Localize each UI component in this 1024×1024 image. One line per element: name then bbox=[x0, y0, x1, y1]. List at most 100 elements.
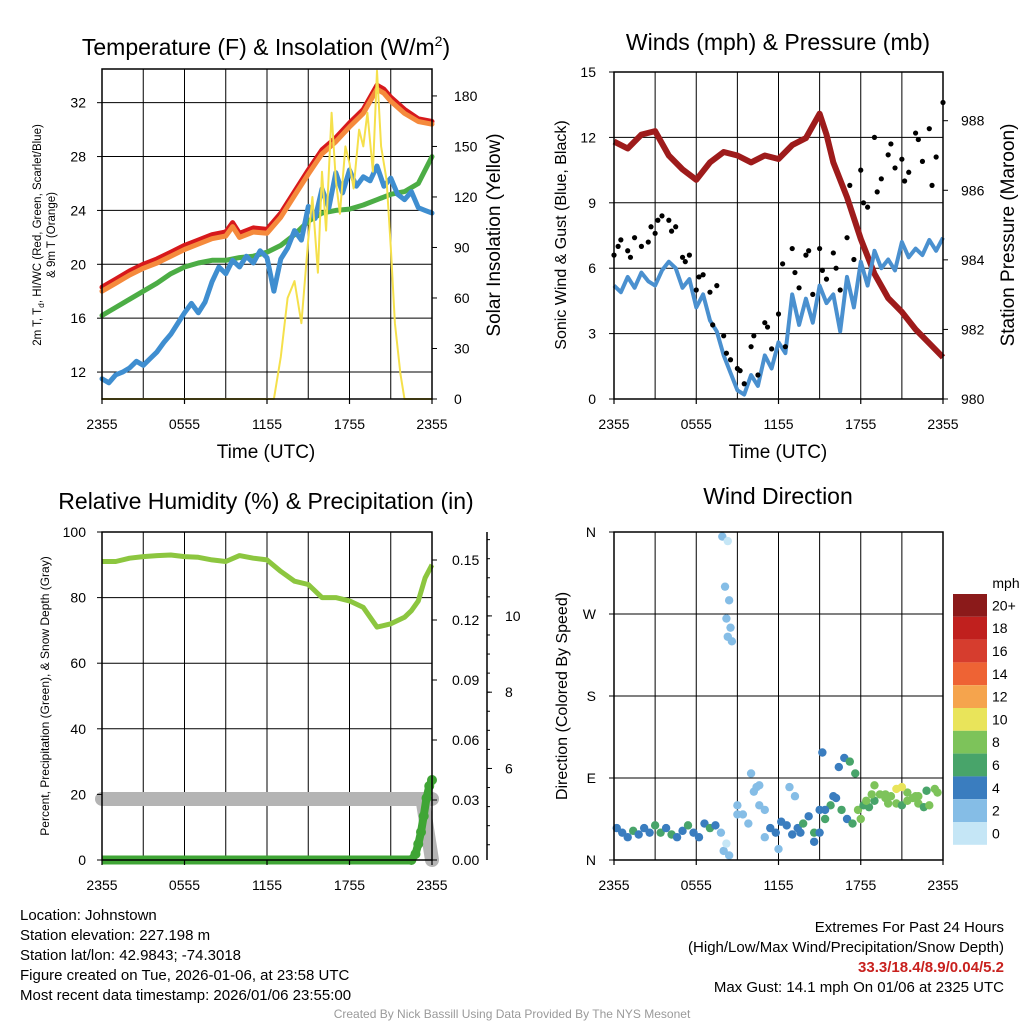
y2-tick-label: 0.15 bbox=[452, 552, 479, 568]
wind-direction-point bbox=[903, 788, 912, 797]
wind-direction-point bbox=[897, 782, 907, 792]
humidity-ylabel: Percent, Precipitation (Green), & Snow D… bbox=[38, 556, 52, 835]
y-tick-label: W bbox=[583, 606, 597, 622]
y-tick-label: 9 bbox=[588, 195, 596, 211]
y2-tick-label: 0.03 bbox=[452, 792, 479, 808]
wind-direction-point bbox=[724, 851, 734, 860]
legend-label: 16 bbox=[992, 643, 1008, 659]
wind-direction-point bbox=[678, 826, 687, 836]
gust-point bbox=[751, 333, 757, 339]
gust-point bbox=[710, 322, 716, 328]
wind-direction-point bbox=[815, 828, 824, 837]
y-tick-label: 100 bbox=[63, 524, 87, 540]
wind-direction-point bbox=[774, 844, 783, 854]
wind-direction-point bbox=[733, 801, 742, 810]
wind-direction-point bbox=[683, 821, 693, 830]
gust-point bbox=[899, 156, 905, 162]
y-tick-label: 3 bbox=[588, 326, 596, 342]
y3-tick-label: 10 bbox=[505, 608, 521, 624]
gust-point bbox=[858, 167, 864, 173]
gust-point bbox=[865, 204, 871, 210]
gust-point bbox=[833, 265, 839, 271]
extremes-info: Extremes For Past 24 Hours (High/Low/Max… bbox=[688, 918, 1004, 998]
extremes-desc: (High/Low/Max Wind/Precipitation/Snow De… bbox=[688, 939, 1004, 956]
gust-point bbox=[929, 182, 935, 188]
gust-point bbox=[686, 252, 692, 258]
y-tick-label: N bbox=[586, 524, 596, 540]
wind-direction-point bbox=[881, 790, 890, 799]
gust-point bbox=[714, 283, 720, 289]
gust-point bbox=[851, 256, 857, 263]
wind-direction-point bbox=[837, 805, 846, 815]
wind-direction-point bbox=[870, 796, 879, 805]
wind-direction-point bbox=[782, 821, 791, 830]
max-gust-text: Max Gust: 14.1 mph On 01/06 at 2325 UTC bbox=[713, 979, 1004, 996]
gust-point bbox=[625, 248, 631, 254]
temperature-title: Temperature (F) & Insolation (W/m2) bbox=[82, 33, 450, 60]
gust-point bbox=[618, 237, 624, 243]
y2-tick-label: 120 bbox=[454, 189, 478, 205]
wind-direction-point bbox=[771, 828, 780, 837]
wind-direction-point bbox=[809, 837, 819, 846]
legend-swatch bbox=[953, 708, 987, 731]
x-tick-label: 0555 bbox=[681, 416, 712, 432]
wind-direction-point bbox=[634, 830, 643, 839]
legend-swatch bbox=[953, 776, 987, 800]
gust-point bbox=[741, 381, 747, 387]
y2-tick-label: 0.00 bbox=[452, 852, 479, 868]
gust-point bbox=[775, 311, 782, 317]
wind-direction-point bbox=[883, 799, 893, 808]
gust-point bbox=[693, 287, 699, 293]
legend-label: 8 bbox=[992, 734, 1000, 750]
y-tick-label: 32 bbox=[70, 95, 86, 111]
wind-direction-point bbox=[723, 632, 732, 641]
wind-direction-point bbox=[925, 801, 934, 810]
gust-point bbox=[652, 230, 658, 236]
y-tick-label: 12 bbox=[580, 129, 596, 145]
wind-direction-point bbox=[818, 748, 827, 757]
recent-text: Most recent data timestamp: 2026/01/06 2… bbox=[20, 987, 352, 1004]
x-tick-label: 2355 bbox=[86, 877, 117, 893]
wind-direction-point bbox=[733, 810, 742, 819]
gust-point bbox=[823, 276, 830, 282]
legend-label: 10 bbox=[992, 711, 1008, 727]
gust-point bbox=[627, 254, 634, 260]
wind-direction-point bbox=[722, 614, 731, 623]
y-tick-label: 24 bbox=[70, 202, 86, 218]
wind-direction-point bbox=[867, 790, 876, 799]
y-tick-label: 20 bbox=[70, 786, 86, 802]
latlon-text: Station lat/lon: 42.9843; -74.3018 bbox=[20, 947, 242, 964]
winds-panel: Winds (mph) & Pressure (mb) 2355 0555 1155… bbox=[553, 29, 1019, 463]
wind-direction-point bbox=[785, 782, 794, 792]
extremes-title: Extremes For Past 24 Hours bbox=[814, 919, 1004, 936]
y2-tick-label: 30 bbox=[454, 340, 470, 356]
wind-direction-point bbox=[820, 805, 830, 815]
wind-direction-point bbox=[650, 821, 660, 830]
gust-point bbox=[892, 165, 898, 171]
y2-tick-label: 984 bbox=[961, 252, 985, 268]
x-tick-label: 1755 bbox=[334, 877, 365, 893]
legend-label: 6 bbox=[992, 757, 1000, 773]
x-tick-label: 0555 bbox=[681, 877, 712, 893]
wind-direction-point bbox=[820, 814, 830, 824]
credit-text: Created By Nick Bassill Using Data Provi… bbox=[333, 1007, 691, 1021]
wind-direction-title: Wind Direction bbox=[703, 483, 853, 509]
wind-direction-point bbox=[911, 792, 920, 801]
humidity-panel: Relative Humidity (%) & Precipitation (i… bbox=[38, 488, 521, 893]
legend-label: 2 bbox=[992, 803, 1000, 819]
wind-direction-point bbox=[856, 814, 865, 824]
y-tick-label: 60 bbox=[70, 655, 86, 671]
gust-point bbox=[792, 269, 798, 276]
wind-direction-point bbox=[864, 802, 874, 812]
gust-point bbox=[659, 213, 665, 219]
series-line-sonic-wind bbox=[612, 236, 945, 397]
gust-point bbox=[615, 243, 621, 249]
x-tick-label: 0555 bbox=[169, 416, 200, 432]
winds-xlabel: Time (UTC) bbox=[729, 442, 828, 463]
x-tick-label: 0555 bbox=[169, 877, 200, 893]
legend-label: 20+ bbox=[992, 597, 1016, 613]
series-line-td bbox=[99, 163, 435, 386]
wind-direction-point bbox=[760, 805, 769, 815]
wind-direction-point bbox=[623, 833, 632, 842]
